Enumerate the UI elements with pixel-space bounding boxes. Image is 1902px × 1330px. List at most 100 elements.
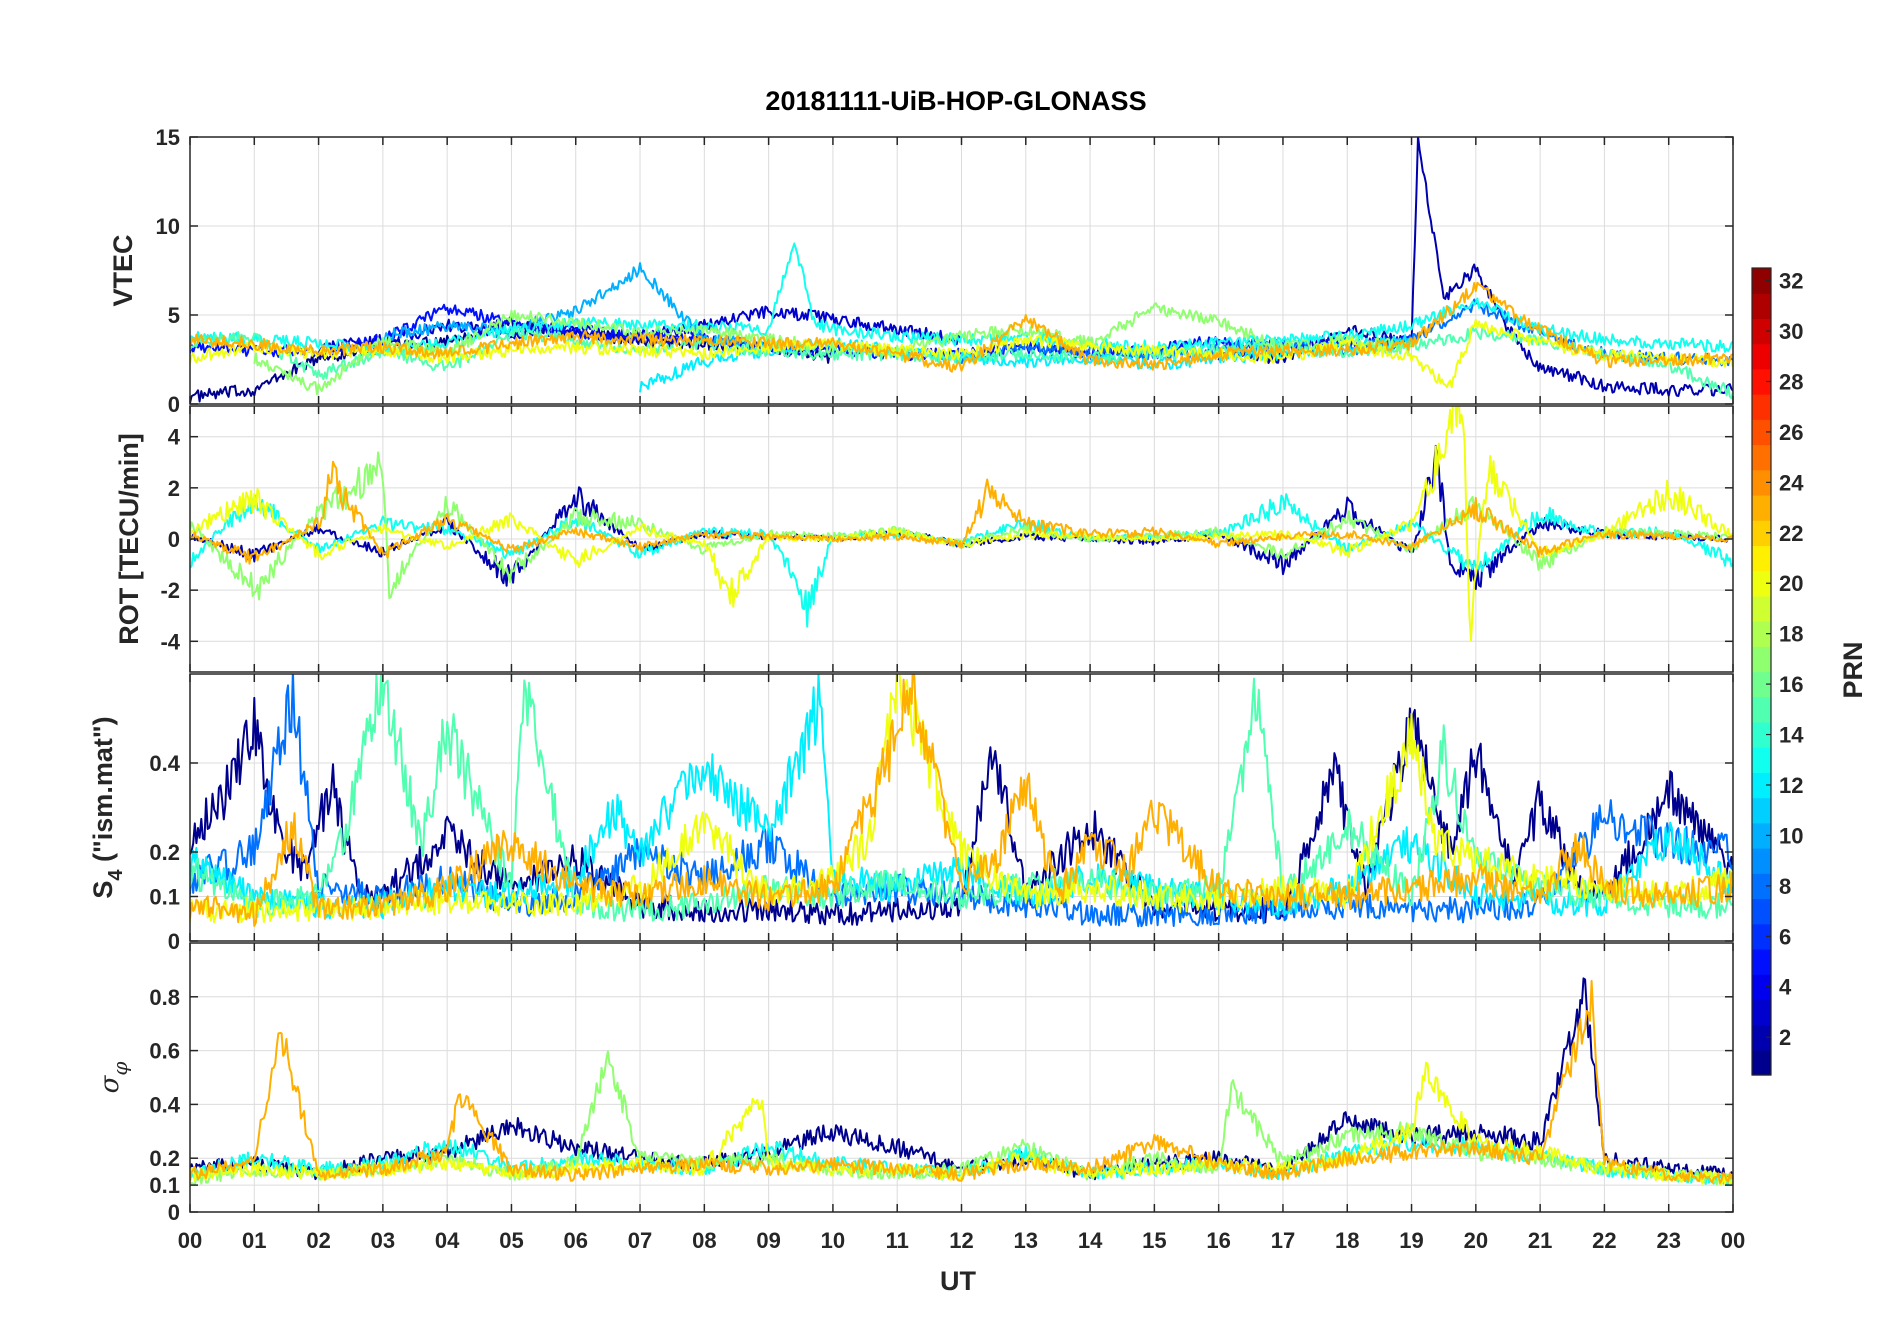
series-group xyxy=(190,674,1733,928)
y-axis-label: VTEC xyxy=(108,234,138,306)
x-tick-label: 02 xyxy=(306,1228,330,1253)
x-tick-label: 03 xyxy=(371,1228,395,1253)
x-tick-label: 23 xyxy=(1656,1228,1680,1253)
colorbar-frame xyxy=(1751,267,1772,1076)
colorbar-tick-label: 26 xyxy=(1779,420,1803,445)
x-tick-label: 08 xyxy=(692,1228,716,1253)
x-tick-label: 11 xyxy=(886,1228,909,1253)
series-line-prn-20 xyxy=(190,318,1733,389)
panel-vtec: 0 5 10 15 VTEC xyxy=(108,125,1734,417)
tick-marks xyxy=(189,943,1734,1213)
y-tick-label: 0 xyxy=(168,1200,180,1225)
y-tick-label: 0 xyxy=(168,527,180,552)
y-axis-label: ROT [TECU/min] xyxy=(114,433,144,644)
colorbar-segment xyxy=(1752,948,1771,975)
series-group xyxy=(190,406,1733,642)
y-tick-label: 0.4 xyxy=(149,1092,180,1117)
colorbar-tick-label: 4 xyxy=(1779,975,1792,1000)
x-tick-label: 00 xyxy=(178,1228,202,1253)
colorbar-tick-label: 14 xyxy=(1779,723,1804,748)
x-tick-label: 16 xyxy=(1206,1228,1230,1253)
y-tick-label: 4 xyxy=(168,425,181,450)
y-tick-label: 0.8 xyxy=(149,985,180,1010)
tick-marks xyxy=(189,136,1734,405)
colorbar-tick-label: 22 xyxy=(1779,521,1803,546)
colorbar-tick-label: 18 xyxy=(1779,622,1803,647)
panel-s4: 0 0.1 0.2 0.4 S4 ("ism.mat") xyxy=(88,673,1734,954)
colorbar-tick-label: 8 xyxy=(1779,874,1791,899)
colorbar-segment xyxy=(1752,494,1771,521)
colorbar-tick-label: 10 xyxy=(1779,823,1803,848)
y-tick-label: 0.4 xyxy=(149,751,180,776)
series-line-prn-17 xyxy=(190,451,1733,601)
x-tick-label: 20 xyxy=(1464,1228,1488,1253)
y-tick-label: -4 xyxy=(160,629,180,654)
x-axis-label: UT xyxy=(940,1266,976,1296)
y-tick-label: 0 xyxy=(168,392,180,417)
x-tick-label: 00 xyxy=(1721,1228,1745,1253)
y-tick-label: 0.1 xyxy=(149,1173,180,1198)
y-axis-label: σφ xyxy=(95,1062,132,1094)
colorbar-segment xyxy=(1752,848,1771,874)
x-tick-label: 04 xyxy=(435,1228,460,1253)
panel-rot: -4 -2 0 2 4 ROT [TECU/min] xyxy=(114,405,1734,673)
colorbar-tick-label: 2 xyxy=(1779,1025,1791,1050)
panel-sigma_phi: 00.10.2 0.4 0.6 0.8 σφ 00 01 02 03 04 05 06 07 08 09 10… xyxy=(95,942,1745,1253)
y-tick-label: -2 xyxy=(160,578,180,603)
colorbar-segment xyxy=(1752,293,1771,320)
colorbar-segment xyxy=(1752,268,1771,294)
colorbar-segment xyxy=(1752,898,1771,925)
tick-marks xyxy=(189,674,1734,942)
x-tick-label: 09 xyxy=(756,1228,780,1253)
colorbar-segment xyxy=(1752,394,1771,420)
colorbar-segment xyxy=(1752,721,1771,748)
x-tick-label: 05 xyxy=(499,1228,523,1253)
y-tick-label: 0.1 xyxy=(149,885,180,910)
colorbar-segment xyxy=(1752,923,1771,950)
x-tick-label: 12 xyxy=(949,1228,973,1253)
grid xyxy=(189,406,1734,672)
colorbar-tick-label: 30 xyxy=(1779,319,1803,344)
colorbar-segment xyxy=(1752,469,1771,496)
colorbar-segment xyxy=(1752,419,1771,446)
x-tick-label: 14 xyxy=(1078,1228,1103,1253)
series-group xyxy=(190,977,1733,1187)
x-tick-label: 18 xyxy=(1335,1228,1359,1253)
x-tick-label: 17 xyxy=(1271,1228,1295,1253)
y-axis-label: S4 ("ism.mat") xyxy=(88,716,127,898)
colorbar-segment xyxy=(1752,999,1771,1026)
y-tick-label: 0.2 xyxy=(149,1146,180,1171)
colorbar-segment xyxy=(1752,1049,1771,1076)
colorbar-segment xyxy=(1752,646,1771,673)
y-tick-label: 0.6 xyxy=(149,1039,180,1064)
colorbar-segment xyxy=(1752,595,1771,622)
x-tick-label: 07 xyxy=(628,1228,652,1253)
colorbar-segment xyxy=(1752,520,1771,547)
series-line-prn-23 xyxy=(190,674,1733,927)
colorbar-label: PRN xyxy=(1838,641,1868,698)
x-tick-label: 13 xyxy=(1014,1228,1038,1253)
colorbar-segment xyxy=(1752,696,1771,723)
x-tick-label: 21 xyxy=(1528,1228,1552,1253)
series-line-prn-23 xyxy=(190,460,1733,565)
series-group xyxy=(190,137,1733,404)
colorbar-segment xyxy=(1752,772,1771,799)
series-line-prn-15 xyxy=(190,326,1733,400)
x-tick-label: 15 xyxy=(1142,1228,1166,1253)
y-tick-label: 0.2 xyxy=(149,840,180,865)
colorbar-tick-label: 32 xyxy=(1779,269,1803,294)
colorbar-segment xyxy=(1752,545,1771,572)
y-tick-label: 15 xyxy=(156,125,180,150)
colorbar-tick-label: 16 xyxy=(1779,672,1803,697)
colorbar-tick-label: 24 xyxy=(1779,470,1804,495)
colorbar-segment xyxy=(1752,444,1771,471)
x-tick-label: 19 xyxy=(1399,1228,1423,1253)
colorbar-segment xyxy=(1752,318,1771,345)
y-tick-label: 0 xyxy=(168,929,180,954)
colorbar-tick-label: 6 xyxy=(1779,924,1791,949)
colorbar-segment xyxy=(1752,974,1771,1000)
y-tick-label: 5 xyxy=(168,303,180,328)
colorbar-tick-label: 20 xyxy=(1779,571,1803,596)
colorbar-segment xyxy=(1752,873,1771,900)
